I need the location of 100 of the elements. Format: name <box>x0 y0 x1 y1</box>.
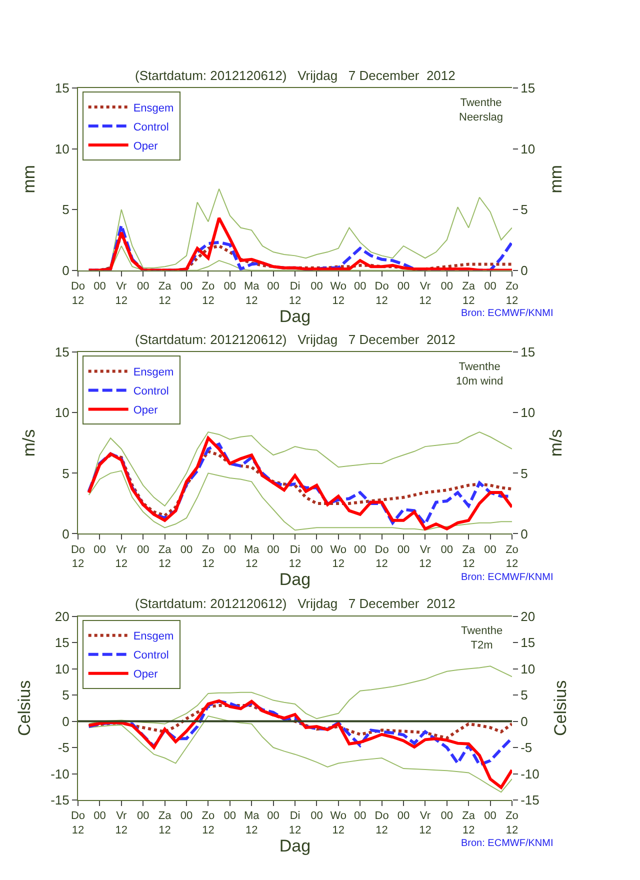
x-tick-label: 00 <box>440 810 454 822</box>
y2-tick-label: 5 <box>520 202 528 218</box>
legend-label: Ensgem <box>133 630 174 643</box>
text: Bron: ECMWF/KNMI <box>461 572 554 583</box>
annotation: Twenthe 10m wind <box>456 361 504 388</box>
x-tick-label: 00 <box>484 810 496 822</box>
x-tick-label: 00 <box>224 280 236 292</box>
x-tick-label: Wo 12 <box>330 544 347 570</box>
x-tick-label: Zo 12 <box>202 280 215 307</box>
y2-tick-label: 0 <box>520 262 528 278</box>
x-tick-label: 00 <box>310 280 323 292</box>
x-tick-label: Vr 12 <box>115 810 128 836</box>
y-axis-title: m/s <box>19 429 38 457</box>
x-tick-label: Zo 12 <box>506 544 518 570</box>
x-tick-label: 00 <box>484 544 496 556</box>
x-tick-label: Do 12 <box>374 810 389 836</box>
y2-axis-title: m/s <box>546 429 566 457</box>
x-tick-label: 00 <box>267 280 280 292</box>
x-tick-label: 00 <box>397 810 410 822</box>
x-tick-label: Wo 12 <box>330 280 347 307</box>
x-tick-label: Do 12 <box>70 810 86 836</box>
x-tick-label: Za 12 <box>462 544 476 570</box>
chart-title: (Startdatum: 2012120612) Vrijdag 7 December 2012 <box>135 596 456 611</box>
line-series <box>88 716 512 793</box>
x-tick-label: Wo 12 <box>330 810 347 836</box>
y2-tick-label: 15 <box>520 80 536 96</box>
x-tick-label: 00 <box>180 810 193 822</box>
y2-tick-label: 10 <box>520 661 536 676</box>
x-tick-label: Vr 12 <box>419 280 432 307</box>
x-tick-label: 00 <box>180 280 193 292</box>
x-tick-label: 00 <box>440 544 454 556</box>
x-tick-label: 00 <box>397 280 410 292</box>
y-tick-label: 10 <box>54 405 70 420</box>
x-tick-label: Di 12 <box>288 280 302 307</box>
y2-axis-title: Celsius <box>550 680 570 736</box>
text: Bron: ECMWF/KNMI <box>461 308 554 319</box>
y-tick-label: 15 <box>54 635 70 650</box>
x-tick-label: 00 <box>136 810 150 822</box>
x-axis-title: Dag <box>279 836 311 856</box>
x-tick-label: 00 <box>224 544 236 556</box>
x-tick-label: Za 12 <box>462 810 476 836</box>
x-tick-label: Do 12 <box>70 544 86 570</box>
y2-tick-label: -10 <box>520 766 540 782</box>
legend-label: Control <box>133 650 169 662</box>
x-tick-label: Do 12 <box>374 280 389 307</box>
annotation: Twenthe Neerslag <box>459 97 504 124</box>
legend-label: Control <box>133 121 169 134</box>
x-tick-label: Zo 12 <box>506 280 518 307</box>
legend-label: Ensgem <box>133 366 174 378</box>
y-tick-label: 10 <box>54 141 70 156</box>
y-tick-label: 0 <box>62 526 70 542</box>
x-tick-label: Vr 12 <box>115 280 128 307</box>
chart-title: (Startdatum: 2012120612) Vrijdag 7 December 2012 <box>135 332 456 347</box>
x-tick-label: 00 <box>310 810 323 822</box>
y2-tick-label: 15 <box>520 635 536 650</box>
x-tick-label: Ma 12 <box>244 810 260 836</box>
y2-tick-label: 15 <box>520 344 536 360</box>
legend-label: Oper <box>133 668 158 681</box>
x-tick-label: Ma 12 <box>244 280 260 307</box>
chart-title: (Startdatum: 2012120612) Vrijdag 7 December 2012 <box>135 68 456 83</box>
y2-tick-label: 0 <box>520 526 528 542</box>
x-tick-label: Zo 12 <box>506 810 518 836</box>
x-tick-label: 00 <box>354 810 366 822</box>
x-tick-label: 00 <box>94 280 106 292</box>
y-tick-label: -15 <box>50 792 70 808</box>
x-tick-label: Di 12 <box>288 810 302 836</box>
y2-tick-label: -5 <box>520 740 532 756</box>
x-tick-label: Zo 12 <box>202 810 215 836</box>
x-tick-label: 00 <box>94 810 106 822</box>
legend-label: Ensgem <box>133 102 174 114</box>
line-series <box>87 700 512 766</box>
y2-axis-title: mm <box>546 164 566 194</box>
x-tick-label: 00 <box>94 544 106 556</box>
y-tick-label: -5 <box>58 740 70 756</box>
x-tick-label: Do 12 <box>374 544 389 570</box>
x-tick-label: 00 <box>440 280 454 292</box>
x-tick-label: 00 <box>267 810 280 822</box>
x-tick-label: Za 12 <box>462 280 476 307</box>
x-tick-label: 00 <box>354 544 366 556</box>
y-tick-label: 10 <box>54 661 70 676</box>
x-tick-label: Za 12 <box>158 810 172 836</box>
y-tick-label: 15 <box>54 80 70 96</box>
y2-tick-label: -15 <box>520 792 540 808</box>
x-tick-label: Vr 12 <box>419 544 432 570</box>
x-axis-title: Dag <box>279 306 311 326</box>
x-tick-label: Di 12 <box>288 544 302 570</box>
line-series <box>87 699 512 789</box>
y-tick-label: -10 <box>50 766 70 782</box>
x-tick-label: Ma 12 <box>244 544 260 570</box>
y-tick-label: 5 <box>62 202 70 218</box>
y-tick-label: 0 <box>62 714 70 729</box>
legend-label: Oper <box>133 140 158 152</box>
legend-label: Oper <box>133 404 158 416</box>
x-tick-label: 00 <box>484 280 496 292</box>
x-tick-label: 00 <box>224 810 236 822</box>
x-tick-label: Zo 12 <box>202 544 215 570</box>
y-axis-title: mm <box>19 164 38 194</box>
x-tick-label: 00 <box>397 544 410 556</box>
x-tick-label: Za 12 <box>158 544 172 570</box>
text: Bron: ECMWF/KNMI <box>461 838 554 849</box>
